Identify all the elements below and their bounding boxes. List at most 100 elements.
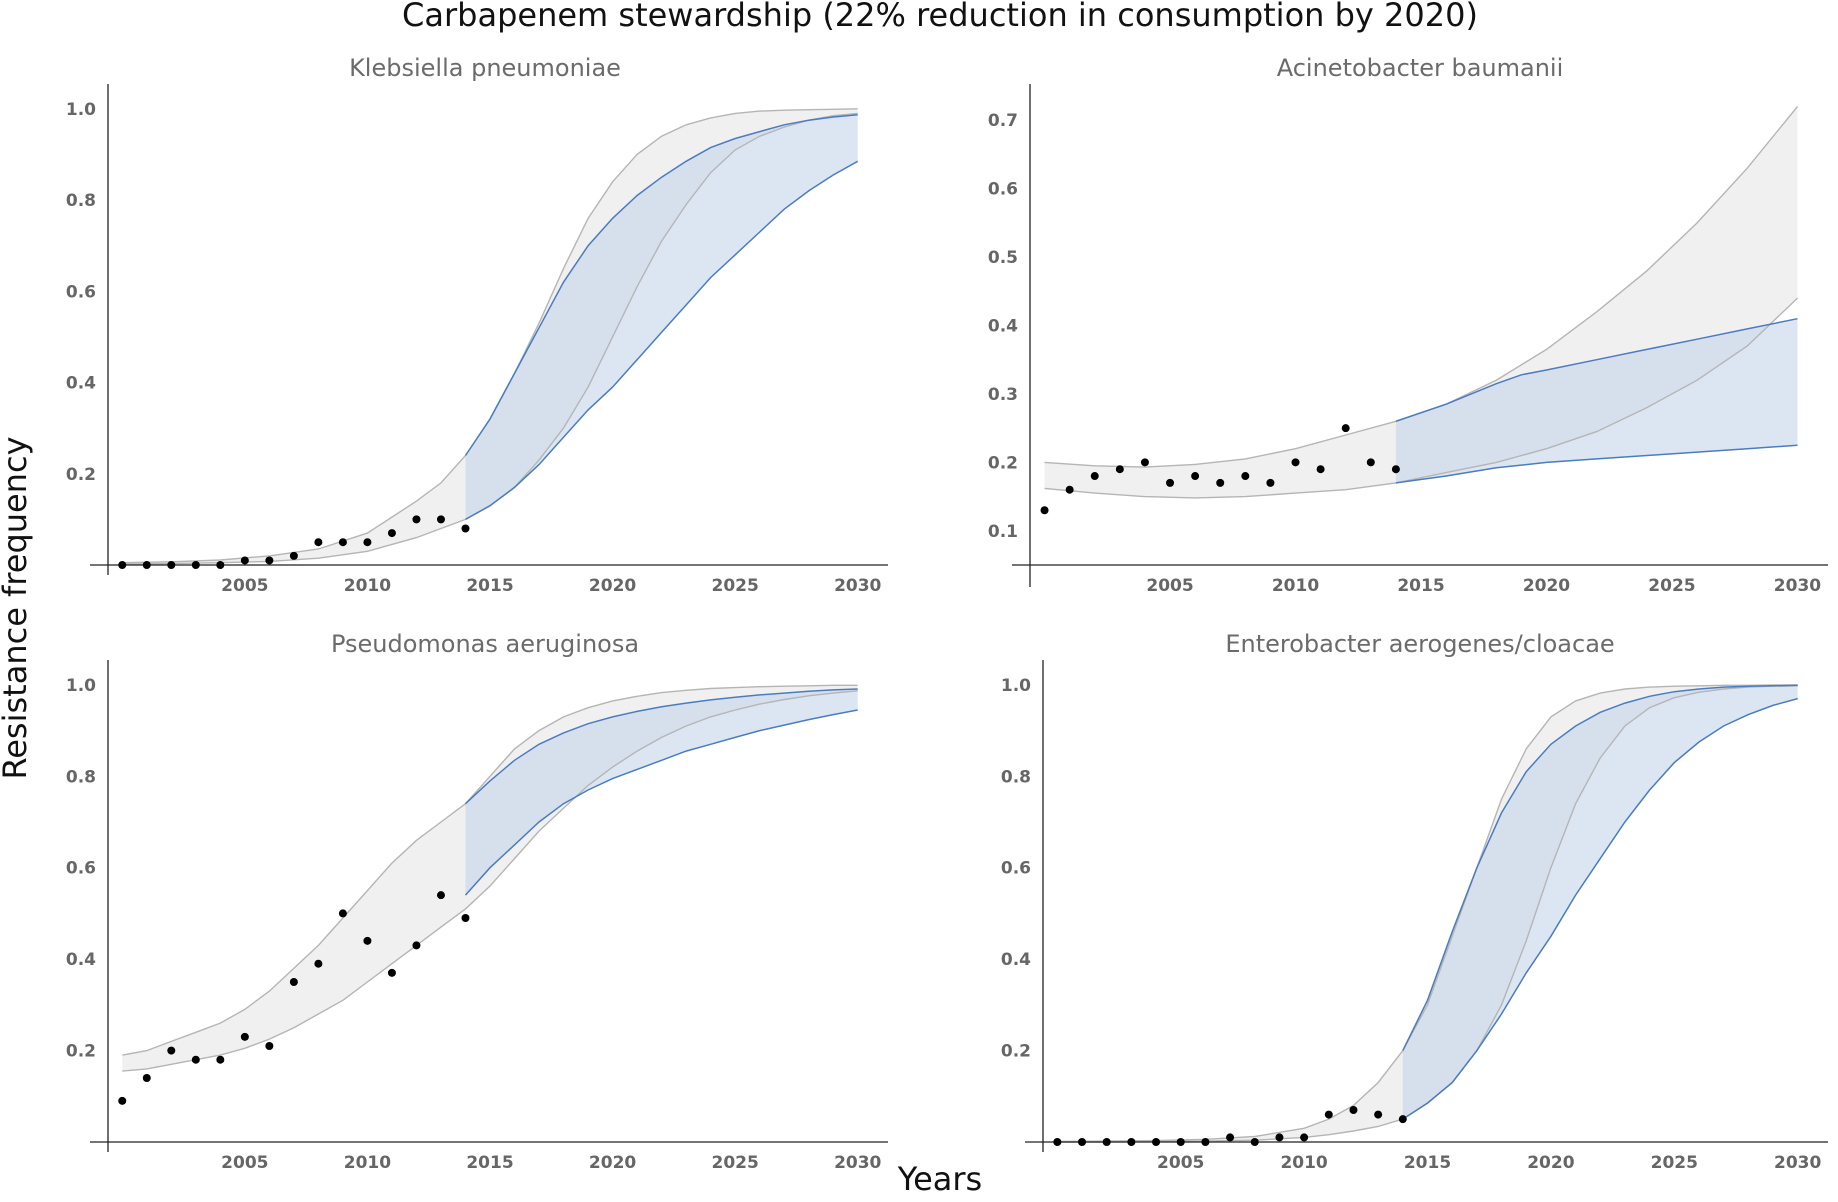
observed-point <box>1349 1106 1358 1114</box>
x-tick-label: 2010 <box>1280 1153 1327 1173</box>
observed-point <box>1127 1138 1136 1146</box>
y-tick-label: 0.4 <box>66 950 96 970</box>
x-tick-label: 2025 <box>711 576 758 596</box>
observed-point <box>142 561 151 569</box>
panel-title: Enterobacter aerogenes/cloacae <box>1225 630 1614 658</box>
y-tick-label: 0.2 <box>66 1042 96 1062</box>
x-tick-label: 2015 <box>466 576 513 596</box>
observed-point <box>436 891 445 900</box>
x-tick-label: 2010 <box>344 1153 391 1173</box>
band-with-intervention <box>465 689 858 896</box>
y-tick-label: 0.4 <box>988 317 1018 337</box>
observed-point <box>1275 1133 1284 1142</box>
observed-point <box>1226 1133 1235 1142</box>
x-axis-label: Years <box>897 1160 982 1198</box>
observed-point <box>1250 1138 1259 1146</box>
observed-point <box>1078 1138 1087 1146</box>
x-tick-label: 2030 <box>1774 576 1821 596</box>
observed-point <box>387 968 396 977</box>
y-tick-label: 0.8 <box>1001 767 1031 787</box>
observed-point <box>240 556 249 565</box>
panel-enterobacter: Enterobacter aerogenes/cloacae 0.2 0.4 0.6… <box>1001 630 1828 1173</box>
y-tick-label: 1.0 <box>66 100 96 120</box>
band-without-upper-line <box>1057 684 1798 1143</box>
observed-point <box>216 561 225 569</box>
panel-title: Acinetobacter baumanii <box>1277 54 1564 82</box>
observed-point <box>1102 1138 1111 1146</box>
x-tick-label: 2030 <box>1774 1153 1821 1173</box>
band-with-upper-line <box>1395 317 1798 423</box>
observed-point <box>1398 1115 1407 1124</box>
observed-point <box>1316 465 1325 474</box>
y-tick-label: 1.0 <box>66 676 96 696</box>
band-without-lower-line <box>1044 297 1798 499</box>
y-tick-label: 0.1 <box>988 522 1018 542</box>
x-tick-label: 2010 <box>1272 576 1319 596</box>
y-tick-label: 0.4 <box>66 374 96 394</box>
observed-point <box>412 941 421 950</box>
observed-point <box>1065 485 1074 494</box>
observed-point <box>1391 465 1400 474</box>
x-tick-label: 2010 <box>344 576 391 596</box>
observed-point <box>191 561 200 569</box>
band-without-lower-line <box>1057 685 1798 1143</box>
panel-pseudomonas: Pseudomonas aeruginosa 0.2 0.4 0.6 0.8 1.0 20… <box>66 630 888 1173</box>
observed-point <box>363 538 372 547</box>
observed-point <box>1140 458 1149 467</box>
observed-point <box>1291 458 1300 467</box>
band-without-lower-line <box>122 112 858 565</box>
y-tick-label: 0.7 <box>988 111 1018 131</box>
y-axis-label: Resistance frequency <box>0 436 34 779</box>
observed-point <box>118 561 127 569</box>
panel-acinetobacter: Acinetobacter baumanii 0.1 0.2 0.3 0.4 0.5 0.… <box>988 54 1828 596</box>
observed-point <box>363 936 372 945</box>
observed-point <box>191 1055 200 1064</box>
observed-point <box>1266 478 1275 487</box>
observed-point <box>240 1032 249 1041</box>
observed-point <box>118 1096 127 1105</box>
observed-point <box>1152 1138 1161 1146</box>
band-with-upper-line <box>464 113 858 456</box>
observed-point <box>142 1074 151 1082</box>
observed-point <box>1366 458 1375 467</box>
y-tick-label: 0.8 <box>66 191 96 211</box>
observed-point <box>167 561 176 569</box>
observed-point <box>314 959 323 968</box>
y-tick-label: 0.6 <box>1001 859 1031 879</box>
observed-point <box>1191 472 1200 481</box>
observed-point <box>1374 1110 1383 1119</box>
x-tick-label: 2005 <box>1146 576 1193 596</box>
observed-point <box>1201 1138 1210 1146</box>
observed-point <box>265 1042 274 1050</box>
y-tick-label: 0.6 <box>66 859 96 879</box>
band-with-lower-line <box>1402 697 1798 1120</box>
observed-point <box>436 515 445 524</box>
observed-point <box>1324 1110 1333 1119</box>
figure-title: Carbapenem stewardship (22% reduction in… <box>402 0 1478 34</box>
panel-title: Pseudomonas aeruginosa <box>331 630 639 658</box>
y-tick-label: 1.0 <box>1001 676 1031 696</box>
x-tick-label: 2005 <box>221 1153 268 1173</box>
observed-point <box>1090 472 1099 481</box>
x-tick-label: 2025 <box>1648 576 1695 596</box>
x-tick-label: 2020 <box>1523 576 1570 596</box>
observed-point <box>1241 472 1250 481</box>
observed-point <box>1053 1138 1062 1146</box>
y-tick-label: 0.3 <box>988 385 1018 405</box>
y-tick-label: 0.2 <box>1001 1042 1031 1062</box>
observed-point <box>387 529 396 538</box>
band-with-lower-line <box>1395 444 1798 484</box>
observed-point <box>1166 478 1175 487</box>
observed-point <box>461 524 470 533</box>
band-with-intervention <box>1402 685 1798 1120</box>
observed-point <box>1115 465 1124 474</box>
y-tick-label: 0.8 <box>66 767 96 787</box>
band-with-intervention <box>465 114 858 520</box>
y-tick-label: 0.5 <box>988 248 1018 268</box>
observed-point <box>216 1055 225 1064</box>
observed-point <box>167 1046 176 1055</box>
band-with-upper-line <box>464 688 858 805</box>
observed-point <box>1341 424 1350 433</box>
x-tick-label: 2015 <box>1397 576 1444 596</box>
